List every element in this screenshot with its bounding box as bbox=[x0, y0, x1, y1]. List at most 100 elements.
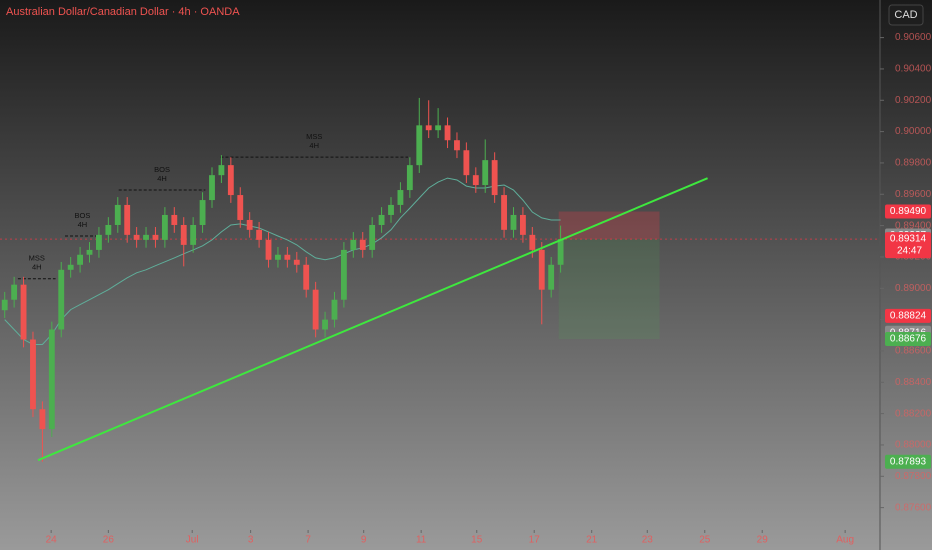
structure-label: BOS bbox=[75, 211, 91, 220]
candle-body bbox=[491, 160, 498, 196]
candle-body bbox=[303, 264, 310, 290]
y-tick-label: 0.90200 bbox=[895, 95, 932, 106]
candle-body bbox=[39, 409, 46, 430]
price-tag-label: 0.88676 bbox=[890, 334, 927, 345]
candle-body bbox=[557, 239, 564, 265]
candle-body bbox=[388, 204, 394, 215]
x-tick-label: 17 bbox=[529, 535, 541, 546]
y-tick-label: 0.90400 bbox=[895, 64, 932, 75]
candle-body bbox=[275, 254, 281, 260]
moving-average bbox=[4, 177, 561, 345]
currency[interactable]: CAD bbox=[894, 9, 917, 21]
trendline bbox=[37, 177, 708, 462]
x-tick-label: 26 bbox=[103, 535, 115, 546]
candle-body bbox=[58, 269, 65, 330]
candle-body bbox=[67, 264, 74, 270]
price-tag-label: 0.87893 bbox=[890, 456, 927, 467]
candle-body bbox=[114, 204, 121, 225]
candle-body bbox=[397, 190, 404, 205]
candle-body bbox=[190, 224, 197, 245]
candle-body bbox=[246, 219, 253, 230]
candle-body bbox=[133, 234, 140, 240]
structure-label: 4H bbox=[78, 220, 88, 229]
candle-body bbox=[472, 175, 479, 186]
price-tag bbox=[885, 232, 931, 259]
candle-body bbox=[416, 125, 423, 166]
candle-body bbox=[501, 195, 507, 230]
y-tick-label: 0.88600 bbox=[895, 346, 932, 357]
y-tick-label: 0.88200 bbox=[895, 408, 932, 419]
x-tick-label: 25 bbox=[699, 535, 711, 546]
candle-body bbox=[124, 204, 131, 235]
y-tick-label: 0.88400 bbox=[895, 377, 932, 388]
candle-body bbox=[161, 214, 168, 240]
candle-body bbox=[340, 249, 347, 300]
currency-box[interactable] bbox=[888, 4, 924, 26]
candle-body bbox=[454, 140, 460, 151]
structure-label: 4H bbox=[157, 174, 167, 183]
y-tick-label: 0.89600 bbox=[895, 189, 932, 200]
candle-body bbox=[227, 165, 234, 196]
candle-body bbox=[444, 125, 451, 141]
candle-body bbox=[406, 165, 413, 191]
candle-body bbox=[322, 319, 328, 330]
price-tag-label: 0.89490 bbox=[890, 206, 927, 217]
x-tick-label: 21 bbox=[586, 535, 598, 546]
candle-body bbox=[171, 214, 178, 225]
y-tick-label: 0.88000 bbox=[895, 440, 932, 451]
candle-body bbox=[548, 264, 555, 290]
candle-body bbox=[152, 234, 159, 240]
candle-body bbox=[369, 224, 376, 250]
candle-body bbox=[256, 229, 263, 240]
candle-body bbox=[218, 165, 225, 176]
target-zone bbox=[558, 239, 660, 340]
structure-label: MSS bbox=[29, 254, 45, 263]
y-tick-label: 0.90000 bbox=[895, 126, 932, 137]
candle-body bbox=[425, 125, 432, 131]
candle-body bbox=[209, 175, 215, 201]
y-tick-label: 0.90600 bbox=[895, 32, 932, 43]
candle-body bbox=[331, 299, 338, 320]
x-tick-label: 29 bbox=[757, 535, 769, 546]
structure-label: MSS bbox=[306, 132, 322, 141]
y-tick-label: 0.89800 bbox=[895, 158, 932, 169]
candle-body bbox=[482, 160, 489, 186]
x-tick-label: 23 bbox=[642, 535, 654, 546]
candle-body bbox=[143, 234, 149, 240]
candle-body bbox=[77, 254, 84, 265]
candle-body bbox=[284, 254, 291, 260]
x-tick-label: 9 bbox=[361, 535, 367, 546]
structure-label: BOS bbox=[154, 165, 170, 174]
structure-label: 4H bbox=[32, 263, 42, 272]
price-tag bbox=[885, 204, 931, 219]
y-tick-label: 0.89000 bbox=[895, 283, 932, 294]
candle-body bbox=[199, 200, 206, 225]
y-tick-label: 0.89400 bbox=[895, 220, 932, 231]
candle-body bbox=[96, 234, 102, 250]
candle-body bbox=[48, 329, 55, 430]
price-tag-label: 0.88824 bbox=[890, 311, 927, 322]
candle-body bbox=[463, 150, 470, 176]
candle-body bbox=[529, 234, 536, 250]
candle-body bbox=[180, 224, 187, 245]
x-tick-label: Jul bbox=[186, 535, 199, 546]
y-tick-label: 0.87600 bbox=[895, 502, 932, 513]
x-tick-label: 24 bbox=[46, 535, 58, 546]
candle-body bbox=[435, 125, 442, 131]
candle-body bbox=[105, 224, 112, 235]
price-tag bbox=[885, 332, 931, 347]
candle-body bbox=[293, 259, 300, 265]
candle-body bbox=[11, 284, 18, 300]
candle-body bbox=[30, 339, 36, 410]
x-tick-label: Aug bbox=[836, 535, 854, 546]
candle-body bbox=[519, 214, 526, 235]
x-tick-label: 7 bbox=[305, 535, 311, 546]
candle-body bbox=[265, 239, 272, 260]
price-tag-label: 0.89314 bbox=[890, 234, 927, 245]
x-tick-label: 15 bbox=[471, 535, 483, 546]
chart-title: Australian Dollar/Canadian Dollar · 4h ·… bbox=[6, 6, 240, 18]
candle-body bbox=[20, 284, 27, 340]
